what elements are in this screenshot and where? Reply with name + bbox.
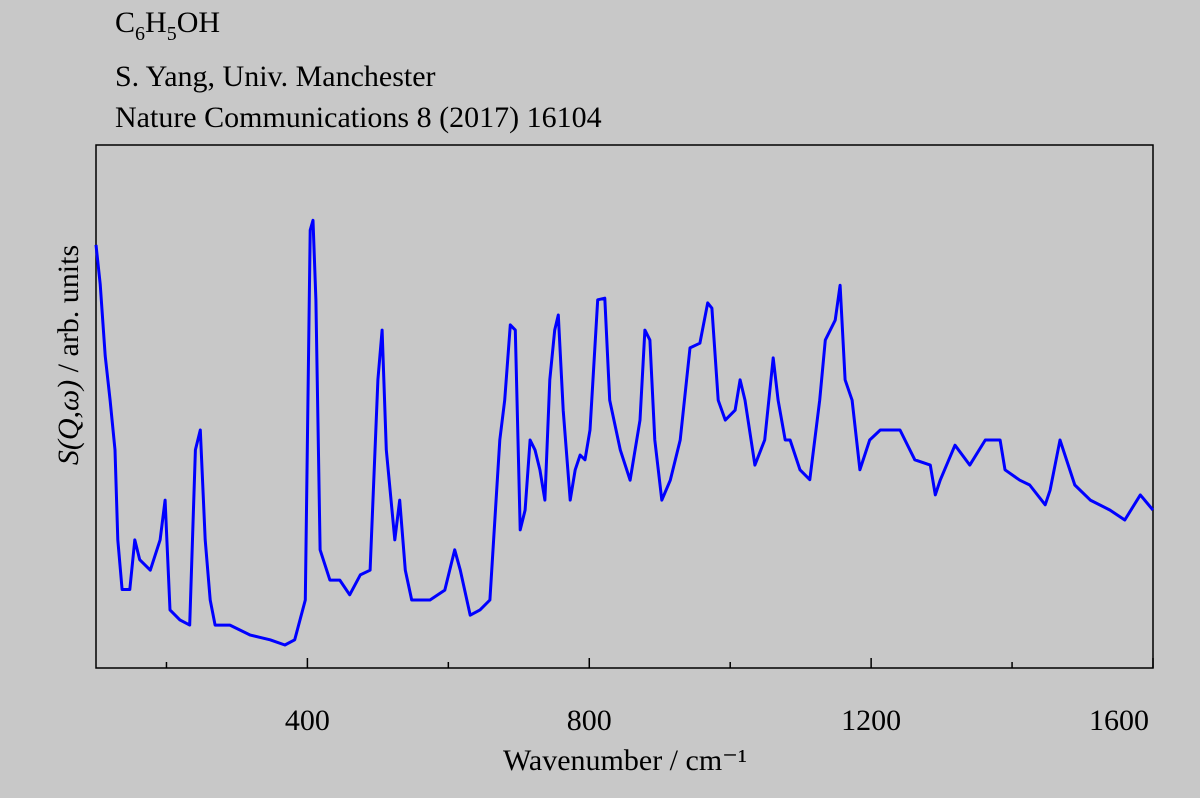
chart-subtitle: Nature Communications 8 (2017) 16104 bbox=[115, 101, 602, 134]
x-tick-label: 800 bbox=[567, 704, 612, 737]
y-axis-label: S(Q,ω) / arb. units bbox=[52, 245, 85, 465]
x-axis-label: Wavenumber / cm⁻¹ bbox=[503, 744, 747, 777]
x-tick-label: 400 bbox=[285, 704, 330, 737]
x-tick-label: 1200 bbox=[841, 704, 901, 737]
plot-frame bbox=[95, 144, 1154, 669]
spectrum-line bbox=[94, 218, 1155, 647]
x-tick-label: 1600 bbox=[1089, 704, 1149, 737]
chart-title: C6H5OH bbox=[115, 6, 220, 45]
chart-subtitle: S. Yang, Univ. Manchester bbox=[115, 60, 436, 93]
